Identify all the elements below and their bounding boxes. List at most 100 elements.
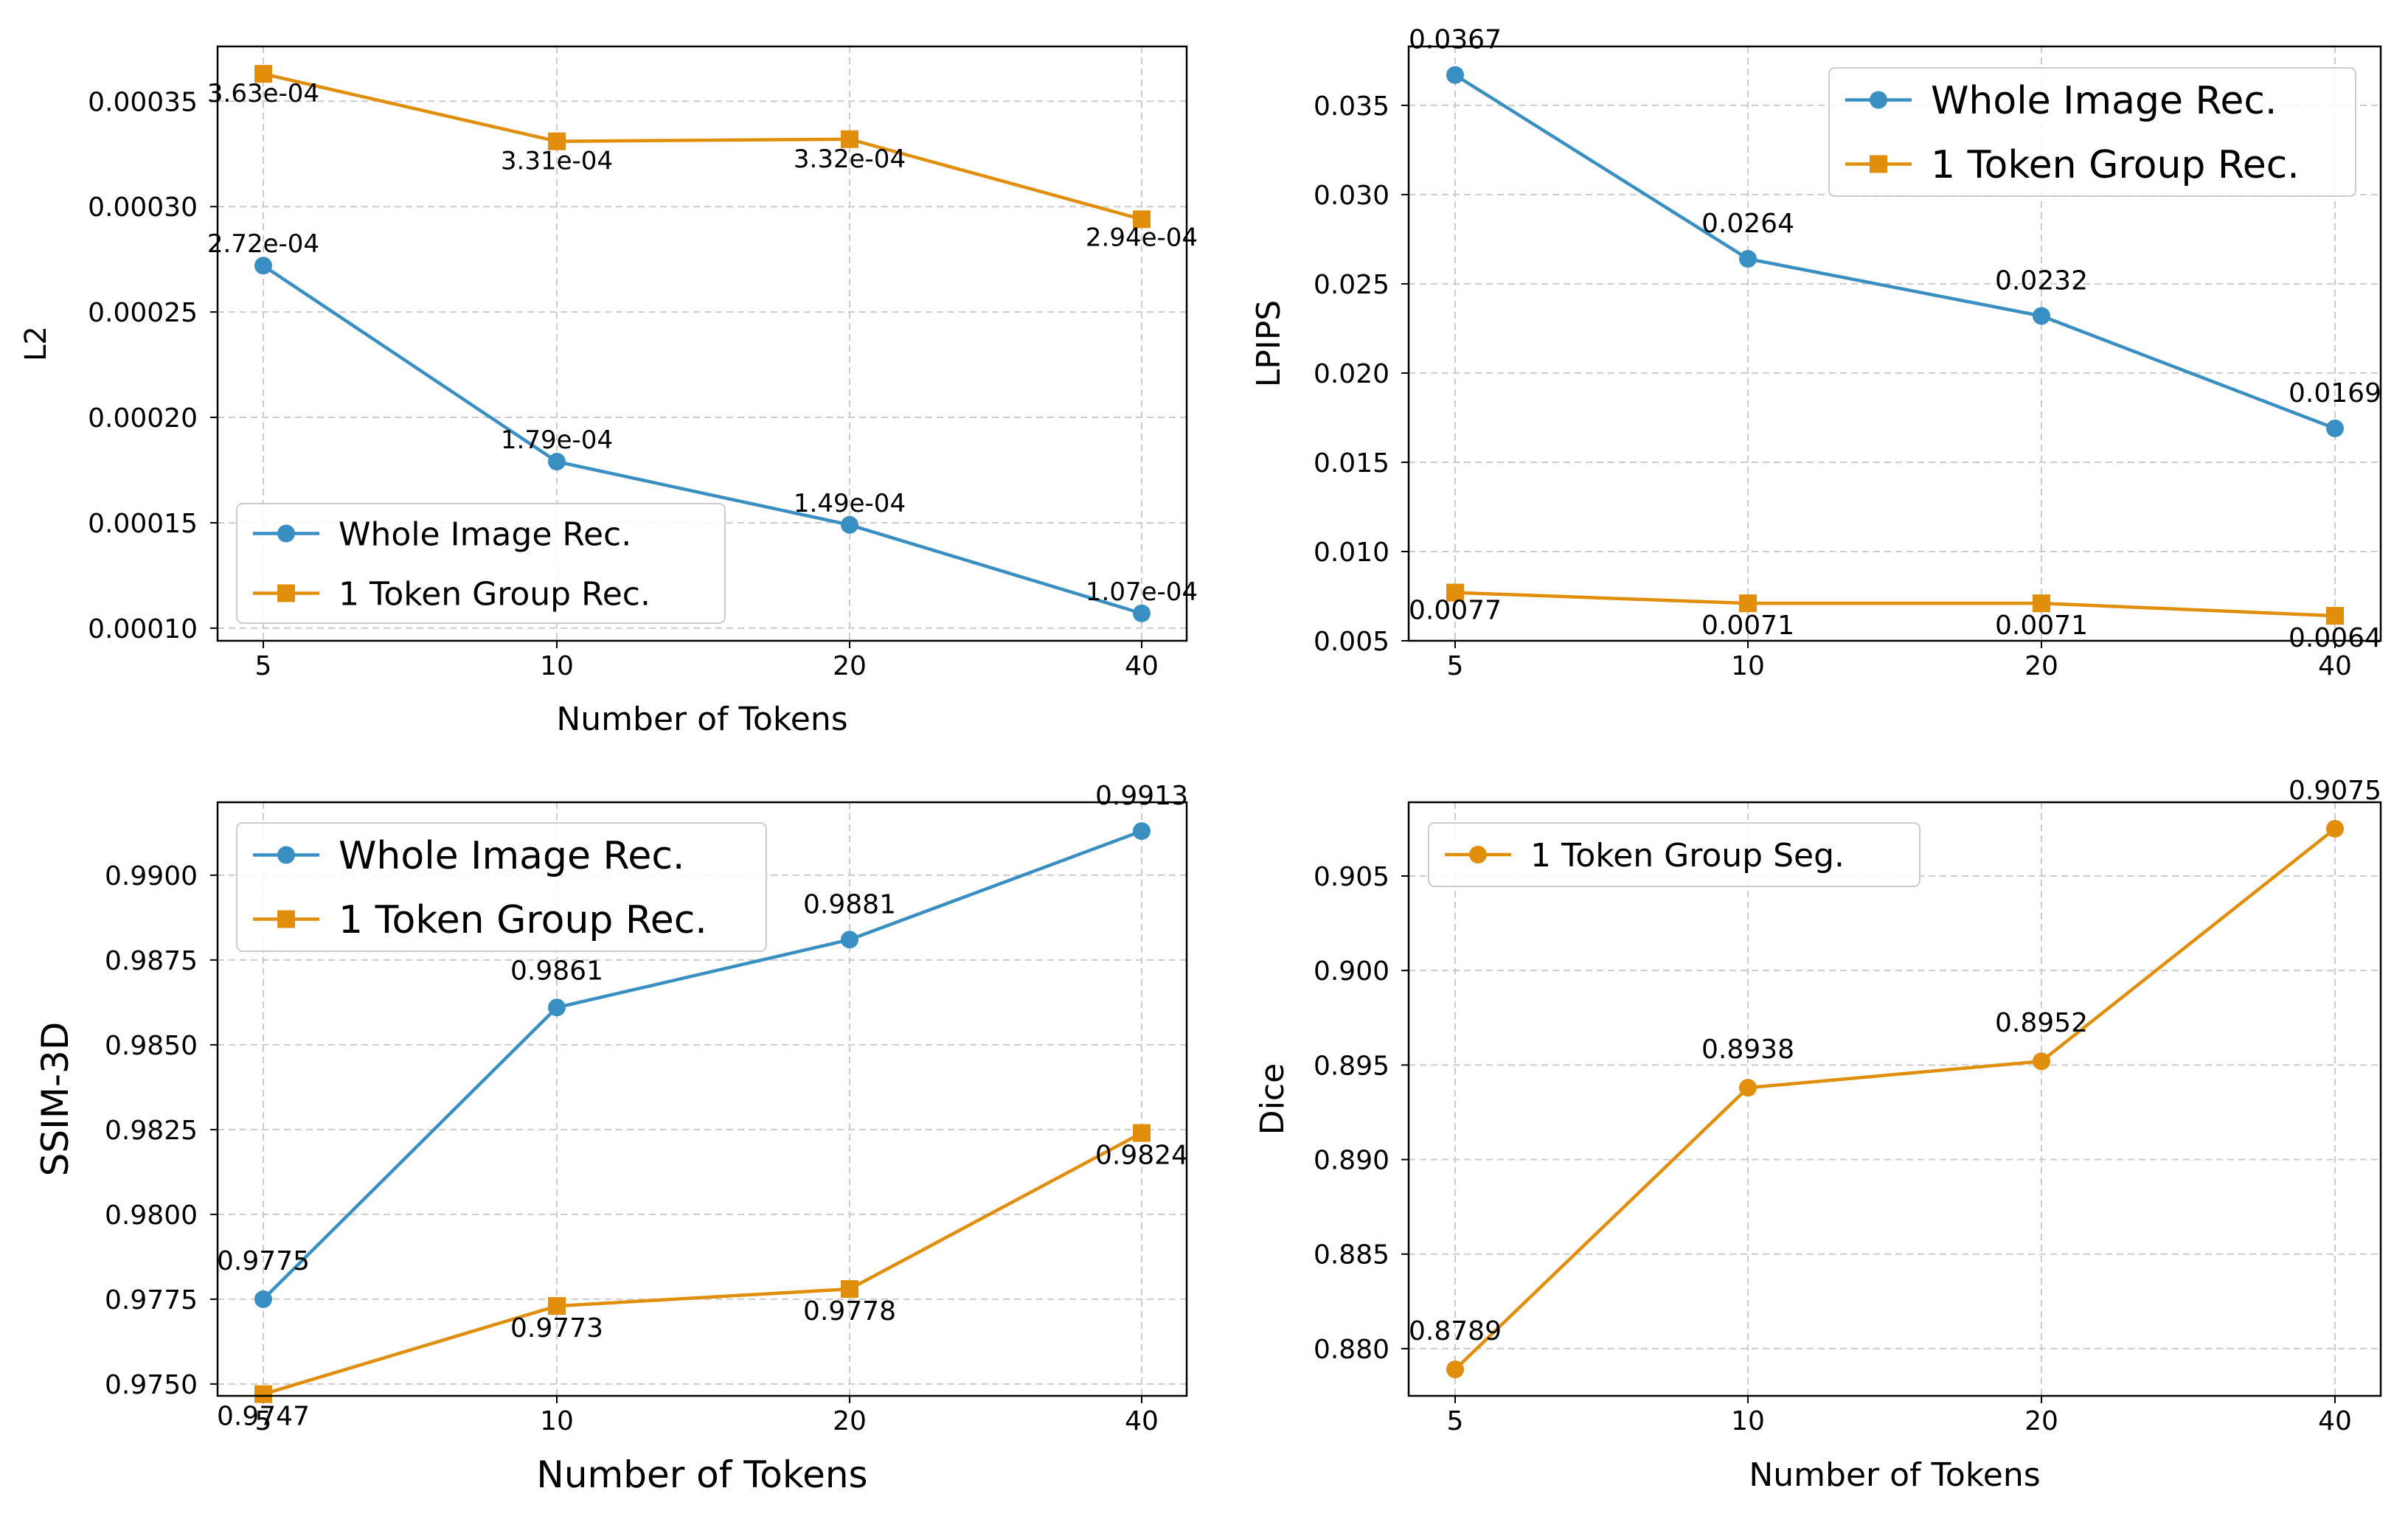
data-point: [1133, 604, 1151, 622]
y-tick-label: 0.9800: [105, 1200, 198, 1231]
y-tick-label: 0.9775: [105, 1285, 198, 1315]
data-label: 1.49e-04: [794, 489, 906, 518]
y-axis-label: Dice: [1254, 1063, 1291, 1135]
y-tick-label: 0.900: [1314, 956, 1389, 987]
data-label: 1.79e-04: [501, 425, 613, 455]
data-point: [841, 130, 858, 148]
data-label: 1.07e-04: [1086, 577, 1198, 607]
panel-4: 0.880 0.885 0.890 0.895 0.900 0.905 5 10 20 40 0.8…: [1254, 776, 2382, 1494]
x-tick-label: 20: [2024, 1406, 2058, 1436]
data-point: [1446, 583, 1464, 602]
y-tick-label: 0.00020: [88, 403, 198, 434]
data-label: 0.9824: [1095, 1141, 1188, 1171]
data-label: 0.9747: [217, 1402, 310, 1432]
data-label: 0.0071: [1995, 611, 2088, 641]
data-label: 0.9773: [510, 1313, 603, 1344]
data-point: [1446, 1360, 1464, 1379]
series-line: [263, 1131, 1143, 1396]
x-tick-label: 5: [1447, 651, 1464, 681]
data-label: 0.0232: [1995, 265, 2088, 296]
data-label: 3.63e-04: [207, 79, 319, 108]
y-tick-label: 0.00010: [88, 614, 198, 644]
data-point: [254, 257, 272, 275]
x-axis-label: Number of Tokens: [1749, 1456, 2040, 1494]
y-tick-label: 0.025: [1314, 270, 1389, 300]
data-label: 0.0367: [1409, 25, 1502, 55]
data-label: 0.0077: [1409, 596, 1502, 626]
data-point: [548, 998, 566, 1017]
legend-label: Whole Image Rec.: [339, 834, 684, 878]
data-label: 2.72e-04: [207, 229, 319, 259]
data-point: [254, 65, 272, 83]
plot-frame: [216, 45, 1188, 642]
series-line: [262, 829, 1142, 1301]
data-label: 0.9913: [1095, 781, 1188, 811]
data-label: 3.31e-04: [501, 147, 613, 176]
y-tick-label: 0.905: [1314, 862, 1389, 892]
x-tick-label: 10: [540, 1406, 574, 1436]
data-point: [1739, 250, 1757, 268]
y-tick-label: 0.005: [1314, 627, 1389, 657]
panel-3: 0.9750 0.9775 0.9800 0.9825 0.9850 0.9875 0.99…: [34, 781, 1188, 1496]
data-label: 2.94e-04: [1086, 223, 1198, 252]
y-tick-label: 0.9750: [105, 1370, 198, 1400]
data-point: [1133, 822, 1151, 841]
data-point: [254, 1385, 272, 1403]
data-label: 0.0064: [2289, 623, 2381, 653]
x-tick-label: 40: [2318, 651, 2352, 681]
x-tick-label: 40: [2318, 1406, 2352, 1436]
legend: Whole Image Rec. 1 Token Group Rec.: [1828, 67, 2356, 197]
data-point: [841, 515, 858, 534]
y-tick-label: 0.895: [1314, 1051, 1389, 1081]
x-tick-label: 10: [1731, 651, 1765, 681]
x-axis-label: Number of Tokens: [556, 701, 847, 738]
data-point: [2326, 607, 2344, 625]
legend-marker: [1870, 91, 1887, 109]
legend-marker: [277, 584, 295, 602]
y-tick-label: 0.9875: [105, 946, 198, 976]
legend-marker: [1870, 155, 1887, 173]
y-tick-label: 0.9850: [105, 1031, 198, 1061]
data-label: 0.8938: [1701, 1035, 1794, 1065]
data-point: [2033, 594, 2050, 613]
legend-frame: [1428, 822, 1920, 887]
series-line: [262, 264, 1142, 615]
data-label: 0.0264: [1701, 209, 1794, 239]
legend-label: Whole Image Rec.: [339, 515, 631, 553]
data-point: [548, 453, 566, 471]
panel-2: 0.005 0.010 0.015 0.020 0.025 0.030 0.035 5 10 20…: [1250, 25, 2382, 681]
y-tick-label: 0.9900: [105, 861, 198, 891]
data-point: [841, 1280, 858, 1299]
plot-frame: [1407, 45, 2382, 642]
y-tick-label: 0.035: [1314, 91, 1389, 122]
data-label: 0.8789: [1409, 1316, 1502, 1346]
plot-frame: [216, 801, 1188, 1397]
data-label: 0.0071: [1701, 611, 1794, 641]
x-tick-label: 40: [1125, 651, 1159, 681]
y-tick-label: 0.885: [1314, 1240, 1389, 1271]
legend-label: 1 Token Group Rec.: [339, 575, 650, 613]
y-tick-label: 0.890: [1314, 1145, 1389, 1175]
y-tick-label: 0.015: [1314, 448, 1389, 479]
data-point: [1739, 594, 1757, 613]
legend-label: 1 Token Group Rec.: [1931, 143, 2300, 187]
legend-frame: [1828, 67, 2356, 197]
y-tick-label: 0.9825: [105, 1116, 198, 1146]
data-label: 0.9075: [2289, 776, 2381, 806]
legend: Whole Image Rec. 1 Token Group Rec.: [236, 822, 767, 952]
x-tick-label: 10: [540, 651, 574, 681]
data-label: 0.0169: [2289, 378, 2381, 409]
data-label: 0.9881: [803, 889, 896, 920]
legend-frame: [236, 503, 726, 624]
data-label: 0.9775: [217, 1246, 310, 1276]
legend-marker: [1469, 846, 1487, 863]
x-tick-label: 40: [1125, 1406, 1159, 1436]
series-line: [1454, 73, 2336, 431]
data-label: 3.32e-04: [794, 145, 906, 174]
data-point: [1133, 1124, 1151, 1142]
data-point: [1739, 1079, 1757, 1097]
y-tick-label: 0.030: [1314, 181, 1389, 211]
legend-label: 1 Token Group Rec.: [339, 898, 707, 942]
